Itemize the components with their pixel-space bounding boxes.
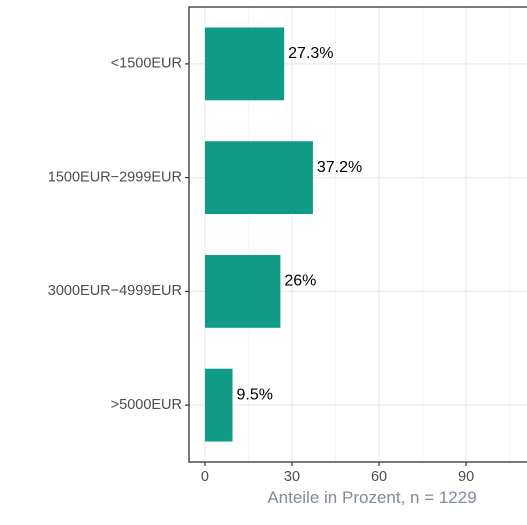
panel-border <box>188 6 527 463</box>
bar <box>204 141 313 215</box>
y-tick-label: 1500EUR−2999EUR <box>48 169 182 185</box>
x-tick-label: 0 <box>201 469 209 485</box>
bar-data-label: 27.3% <box>288 45 333 62</box>
bar <box>204 27 285 101</box>
x-tick-label: 30 <box>284 469 300 485</box>
y-tick-label: <1500EUR <box>111 56 182 72</box>
minor-gridlines <box>247 7 511 462</box>
y-tick-label: 3000EUR−4999EUR <box>48 283 182 299</box>
x-tick-label: 90 <box>458 469 474 485</box>
bar-data-label: 37.2% <box>317 159 362 176</box>
bar <box>204 254 281 328</box>
y-tick-label: >5000EUR <box>111 397 182 413</box>
x-axis-title: Anteile in Prozent, n = 1229 <box>267 488 476 507</box>
bar-data-label: 26% <box>284 273 316 290</box>
bar <box>204 368 233 442</box>
bar-data-labels: 27.3% 37.2% 26% 9.5% <box>237 45 363 403</box>
x-axis: 0 30 60 90 <box>201 462 474 485</box>
y-axis: <1500EUR 1500EUR−2999EUR 3000EUR−4999EUR >5… <box>48 56 189 413</box>
bars <box>204 27 313 442</box>
x-tick-label: 60 <box>371 469 387 485</box>
bar-data-label: 9.5% <box>237 386 273 403</box>
